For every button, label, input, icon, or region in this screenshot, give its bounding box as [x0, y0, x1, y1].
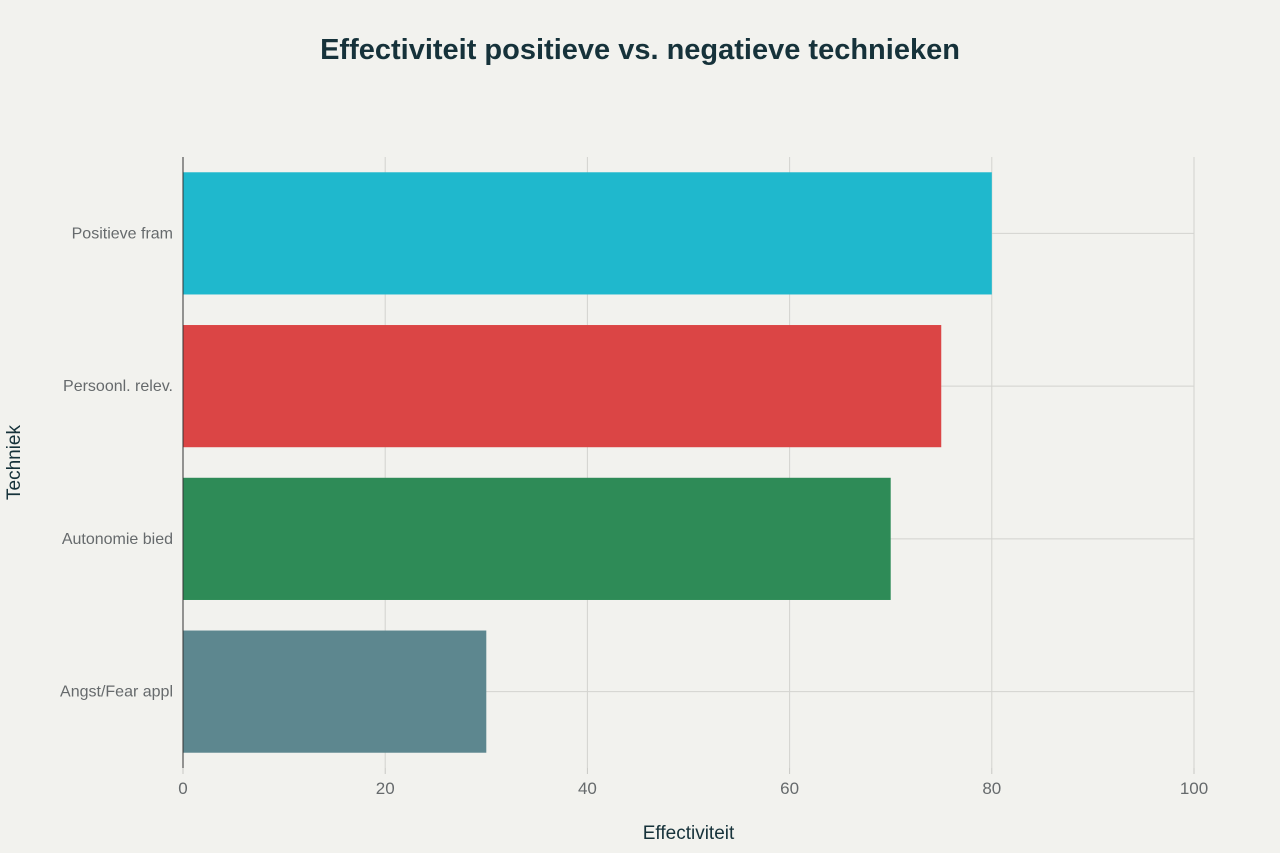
- x-tick-label: 100: [1180, 779, 1208, 798]
- bar: [183, 172, 992, 295]
- bar: [183, 477, 891, 600]
- y-tick-label: Angst/Fear appl: [60, 684, 173, 701]
- x-axis-title: Effectiviteit: [643, 823, 735, 844]
- y-tick-label: Positieve fram: [72, 225, 173, 242]
- x-tick-label: 60: [780, 779, 799, 798]
- bar: [183, 325, 942, 448]
- chart-title: Effectiviteit positieve vs. negatieve te…: [320, 34, 960, 66]
- y-tick-labels: Positieve fram Persoonl. relev. Autonomie …: [60, 225, 173, 700]
- x-tick-labels: 0 20 40 60 80 100: [178, 779, 1208, 798]
- x-tick-label: 20: [376, 779, 395, 798]
- y-tick-label: Persoonl. relev.: [63, 378, 173, 395]
- bar: [183, 630, 487, 753]
- y-axis-title: Techniek: [4, 425, 25, 500]
- bars: [183, 172, 992, 753]
- x-tick-label: 0: [178, 779, 187, 798]
- x-tick-label: 40: [578, 779, 597, 798]
- y-tick-label: Autonomie bied: [62, 531, 173, 548]
- x-tick-label: 80: [982, 779, 1001, 798]
